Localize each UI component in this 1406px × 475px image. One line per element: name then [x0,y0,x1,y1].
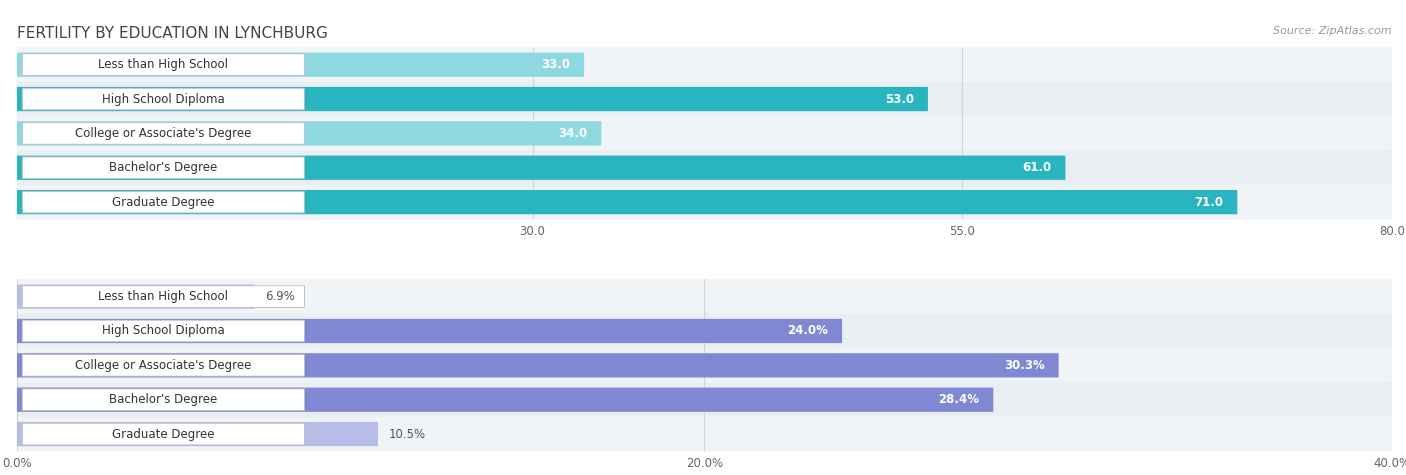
Text: Bachelor's Degree: Bachelor's Degree [110,393,218,406]
Text: 6.9%: 6.9% [266,290,295,303]
FancyBboxPatch shape [17,319,842,343]
Text: College or Associate's Degree: College or Associate's Degree [75,359,252,372]
FancyBboxPatch shape [22,88,304,110]
FancyBboxPatch shape [17,190,1237,214]
FancyBboxPatch shape [22,54,304,76]
Text: 24.0%: 24.0% [787,324,828,337]
FancyBboxPatch shape [22,123,304,144]
Text: 34.0: 34.0 [558,127,588,140]
FancyBboxPatch shape [17,314,1392,348]
FancyBboxPatch shape [22,389,305,410]
FancyBboxPatch shape [17,382,1392,417]
Text: 10.5%: 10.5% [389,428,426,441]
FancyBboxPatch shape [17,417,1392,451]
Text: 30.3%: 30.3% [1004,359,1045,372]
Text: 33.0: 33.0 [541,58,571,71]
FancyBboxPatch shape [17,116,1392,151]
FancyBboxPatch shape [22,354,305,376]
Text: FERTILITY BY EDUCATION IN LYNCHBURG: FERTILITY BY EDUCATION IN LYNCHBURG [17,26,328,41]
FancyBboxPatch shape [22,320,305,342]
Text: College or Associate's Degree: College or Associate's Degree [75,127,252,140]
Text: Less than High School: Less than High School [98,58,228,71]
FancyBboxPatch shape [17,279,1392,314]
FancyBboxPatch shape [17,353,1059,378]
FancyBboxPatch shape [22,286,305,307]
Text: 28.4%: 28.4% [938,393,980,406]
FancyBboxPatch shape [17,151,1392,185]
Text: Less than High School: Less than High School [98,290,228,303]
FancyBboxPatch shape [17,422,378,446]
Text: Graduate Degree: Graduate Degree [112,196,215,209]
Text: High School Diploma: High School Diploma [103,324,225,337]
Text: 53.0: 53.0 [884,93,914,105]
FancyBboxPatch shape [17,156,1066,180]
FancyBboxPatch shape [17,121,602,145]
Text: Graduate Degree: Graduate Degree [112,428,215,441]
FancyBboxPatch shape [17,82,1392,116]
Text: 71.0: 71.0 [1195,196,1223,209]
Text: Source: ZipAtlas.com: Source: ZipAtlas.com [1274,26,1392,36]
FancyBboxPatch shape [22,423,305,445]
Text: High School Diploma: High School Diploma [103,93,225,105]
Text: 61.0: 61.0 [1022,162,1052,174]
FancyBboxPatch shape [17,87,928,111]
FancyBboxPatch shape [17,388,993,412]
FancyBboxPatch shape [17,53,583,77]
FancyBboxPatch shape [17,185,1392,219]
FancyBboxPatch shape [17,285,254,309]
FancyBboxPatch shape [22,157,304,179]
FancyBboxPatch shape [22,191,304,213]
Text: Bachelor's Degree: Bachelor's Degree [110,162,218,174]
FancyBboxPatch shape [17,48,1392,82]
FancyBboxPatch shape [17,348,1392,383]
